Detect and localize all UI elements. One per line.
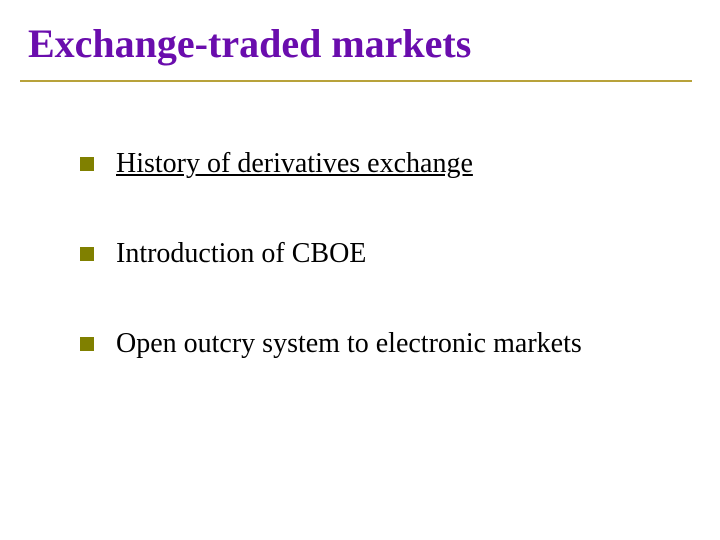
bullet-text: Introduction of CBOE [116, 238, 366, 270]
bullet-text: Open outcry system to electronic markets [116, 328, 582, 360]
bullet-row-0: History of derivatives exchange [80, 148, 473, 180]
bullet-row-1: Introduction of CBOE [80, 238, 366, 270]
title-rule [20, 80, 692, 82]
square-bullet-icon [80, 337, 94, 351]
square-bullet-icon [80, 157, 94, 171]
square-bullet-icon [80, 247, 94, 261]
slide-title: Exchange-traded markets [28, 20, 471, 67]
slide: Exchange-traded markets History of deriv… [0, 0, 720, 540]
bullet-row-2: Open outcry system to electronic markets [80, 328, 582, 360]
bullet-text: History of derivatives exchange [116, 148, 473, 180]
